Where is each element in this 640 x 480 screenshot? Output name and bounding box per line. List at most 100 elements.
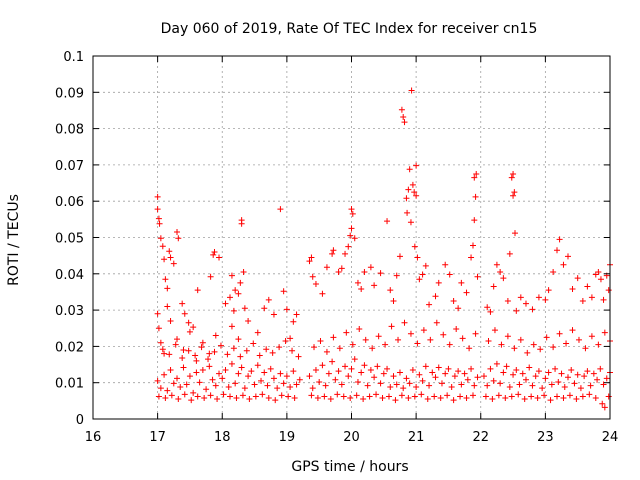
data-point <box>450 397 457 404</box>
data-point <box>529 306 536 313</box>
data-point <box>177 384 184 391</box>
data-point <box>351 235 358 242</box>
data-point <box>500 275 507 282</box>
data-point <box>597 365 604 372</box>
data-point <box>384 365 391 372</box>
data-point <box>584 283 591 290</box>
data-point <box>503 363 510 370</box>
data-point <box>167 317 174 324</box>
data-point <box>335 268 342 275</box>
data-point <box>295 353 302 360</box>
data-point <box>416 276 423 283</box>
data-point <box>154 377 161 384</box>
data-point <box>194 393 201 400</box>
data-point <box>170 260 177 267</box>
data-point <box>510 170 517 177</box>
data-point <box>535 368 542 375</box>
data-point <box>347 232 354 239</box>
data-point <box>154 206 161 213</box>
data-point <box>442 261 449 268</box>
data-point <box>238 364 245 371</box>
data-point <box>427 336 434 343</box>
data-point <box>259 391 266 398</box>
data-point <box>390 298 397 305</box>
data-point <box>522 376 529 383</box>
data-point <box>491 327 498 334</box>
data-point <box>290 368 297 375</box>
data-point <box>458 381 465 388</box>
x-axis-title: GPS time / hours <box>291 459 408 475</box>
data-point <box>385 393 392 400</box>
data-point <box>348 206 355 213</box>
data-point <box>371 374 378 381</box>
data-point <box>517 336 524 343</box>
data-point <box>575 336 582 343</box>
data-point <box>175 235 182 242</box>
x-tick-label: 17 <box>149 430 166 445</box>
data-point <box>601 404 608 411</box>
data-point <box>554 247 561 254</box>
data-point <box>407 219 414 226</box>
data-point <box>162 394 169 401</box>
data-point <box>498 341 505 348</box>
data-point <box>235 290 242 297</box>
y-axis: 0 0.01 0.02 0.03 0.04 0.05 0.06 0.07 0.08 0.09 0.1 <box>55 50 610 428</box>
data-point <box>216 254 223 261</box>
data-point <box>560 394 567 401</box>
data-point <box>179 300 186 307</box>
data-point <box>405 394 412 401</box>
data-point <box>574 371 581 378</box>
data-point <box>269 349 276 356</box>
data-point <box>164 303 171 310</box>
data-point <box>374 363 381 370</box>
data-point <box>157 339 164 346</box>
data-point <box>461 370 468 377</box>
data-point <box>600 296 607 303</box>
data-point <box>351 356 358 363</box>
data-point <box>561 384 568 391</box>
data-point <box>424 396 431 403</box>
data-point <box>445 365 452 372</box>
data-point <box>334 391 341 398</box>
data-point <box>209 376 216 383</box>
data-point <box>440 331 447 338</box>
data-point <box>199 366 206 373</box>
data-point <box>219 375 226 382</box>
data-point <box>398 106 405 113</box>
data-point <box>382 341 389 348</box>
data-point <box>216 370 223 377</box>
data-point <box>407 330 414 337</box>
data-point <box>380 370 387 377</box>
data-point <box>280 380 287 387</box>
data-point <box>235 370 242 377</box>
data-point <box>404 209 411 216</box>
data-point <box>387 384 394 391</box>
data-point <box>272 397 279 404</box>
data-point <box>511 189 518 196</box>
data-point <box>362 336 369 343</box>
data-point <box>547 397 554 404</box>
data-point <box>543 334 550 341</box>
data-point <box>568 366 575 373</box>
data-point <box>597 276 604 283</box>
data-point <box>574 275 581 282</box>
data-point <box>471 382 478 389</box>
data-point <box>453 325 460 332</box>
data-point <box>287 335 294 342</box>
data-point <box>379 394 386 401</box>
data-point <box>251 381 258 388</box>
data-point <box>448 384 455 391</box>
data-point <box>419 377 426 384</box>
data-point <box>599 400 606 407</box>
data-point <box>156 220 163 227</box>
data-point <box>489 396 496 403</box>
data-point <box>277 206 284 213</box>
data-point <box>330 334 337 341</box>
data-point <box>166 248 173 255</box>
data-point <box>469 392 476 399</box>
data-point <box>393 381 400 388</box>
data-point <box>175 396 182 403</box>
data-point <box>207 273 214 280</box>
y-tick-label: 0.01 <box>55 377 84 392</box>
data-point <box>582 345 589 352</box>
